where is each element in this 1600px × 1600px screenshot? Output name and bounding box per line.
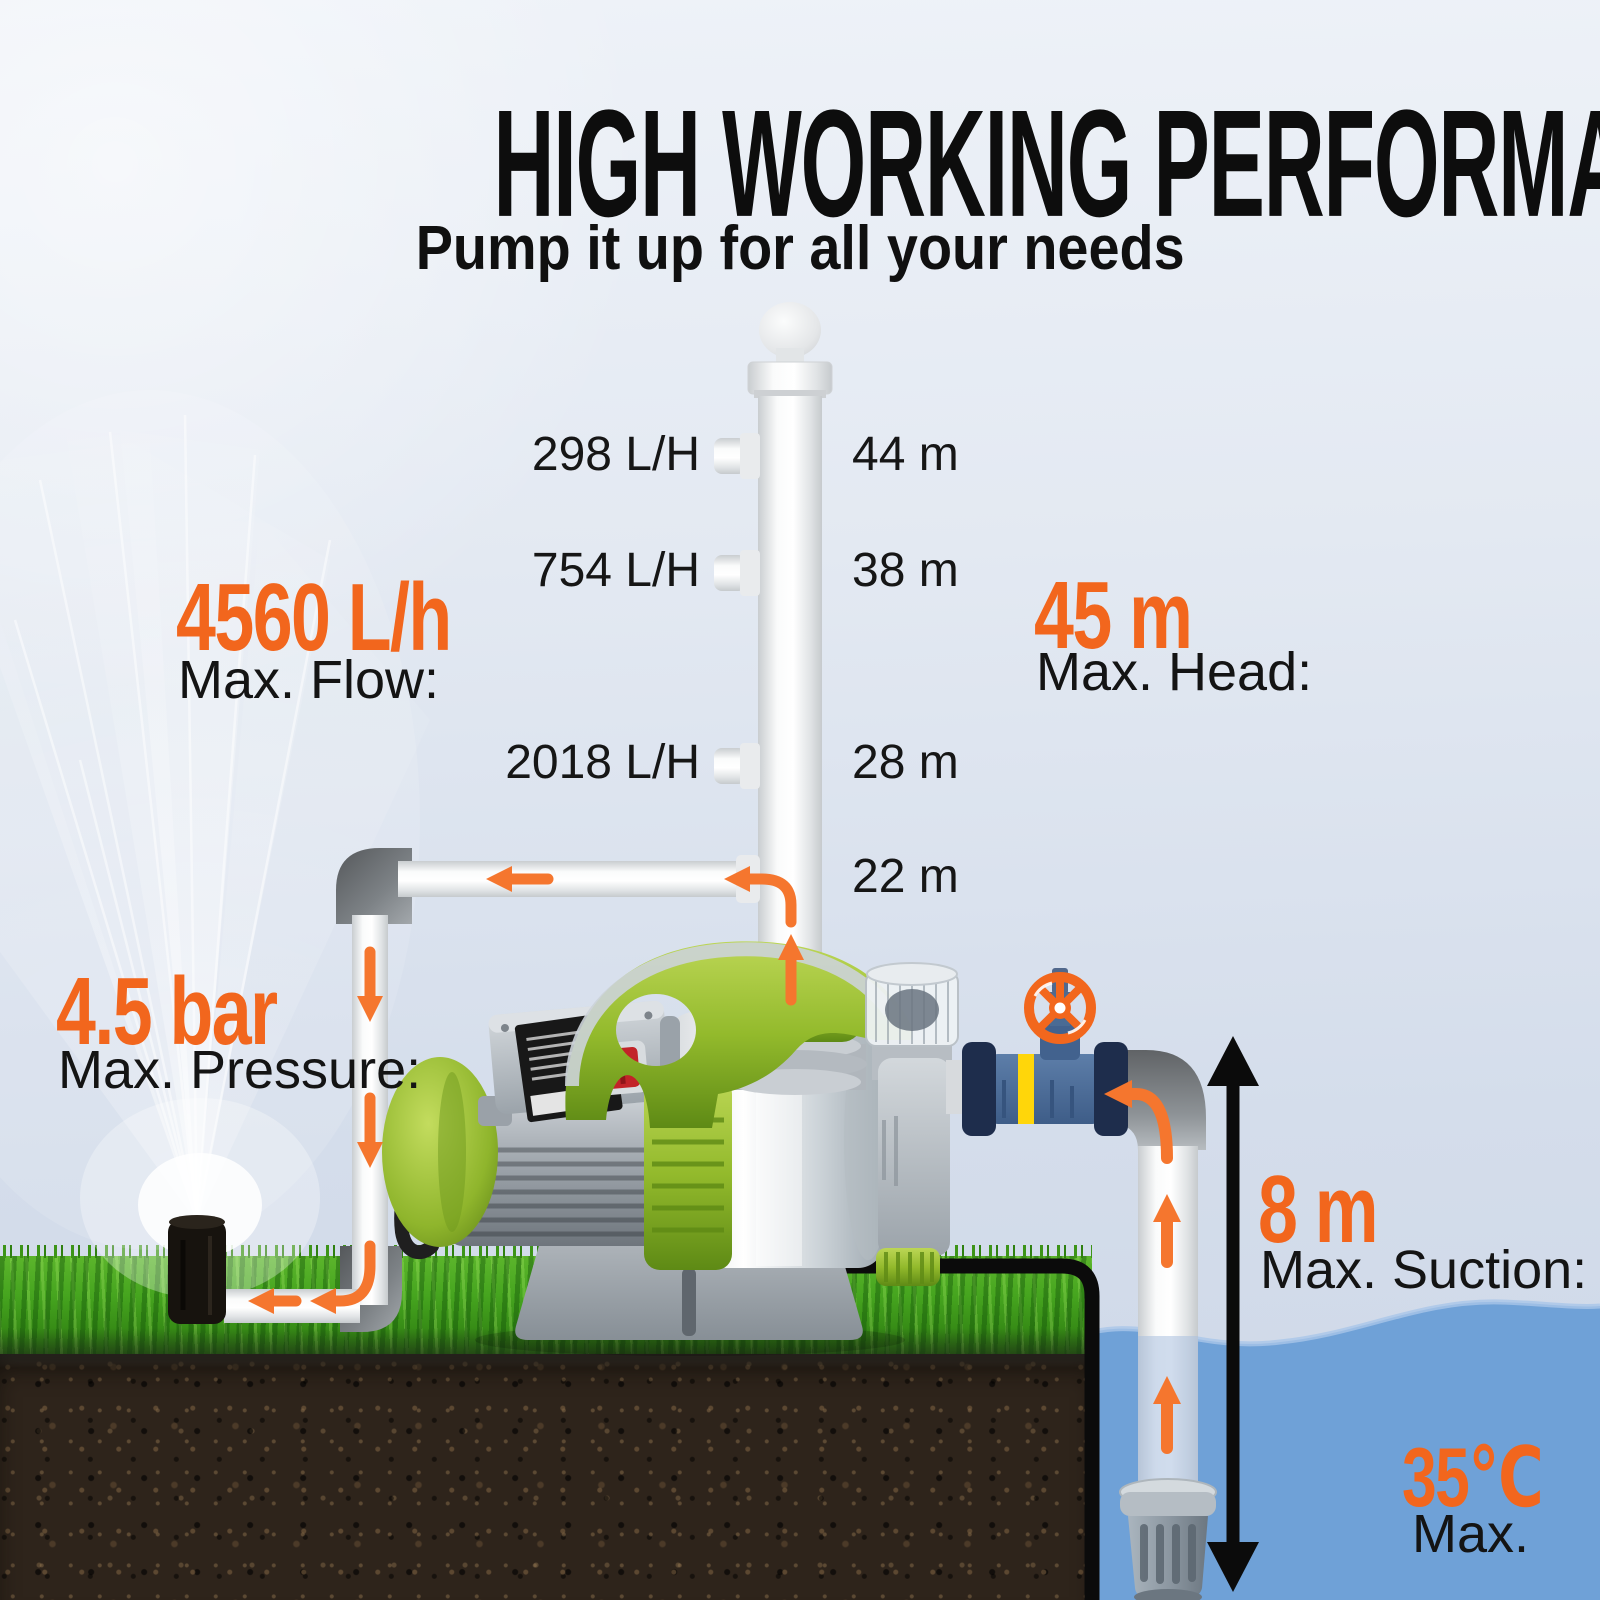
max-temperature-value: 35℃	[1402, 1430, 1544, 1524]
suction-elbow	[1118, 1050, 1206, 1150]
riser-outlet-nubs	[714, 433, 760, 789]
max-flow-value: 4560 L/h	[176, 564, 452, 671]
gate-valve	[946, 968, 1128, 1136]
marker-head-28m: 28 m	[852, 736, 959, 789]
valve-flange-right	[1094, 1042, 1128, 1136]
marker-head-22m: 22 m	[852, 850, 959, 903]
arrow-suction-up-1	[1153, 1194, 1181, 1268]
carry-handle	[565, 941, 913, 1128]
page-subtitle: Pump it up for all your needs	[0, 216, 1600, 281]
page-title: HIGH WORKING PERFORMANCE	[0, 84, 1600, 244]
max-pressure-value: 4.5 bar	[56, 958, 278, 1065]
marker-head-44m: 44 m	[852, 428, 959, 481]
valve-yellow-band	[1018, 1054, 1034, 1124]
max-head-value: 45 m	[1034, 562, 1193, 669]
valve-flange-left	[962, 1042, 996, 1136]
suction-depth-arrow	[1207, 1036, 1259, 1592]
ground-outline	[838, 1258, 1100, 1600]
motor-body	[448, 1096, 664, 1246]
marker-flow-28m: 2018 L/H	[505, 736, 700, 789]
marker-flow-44m: 298 L/H	[531, 428, 700, 481]
arrow-downpipe-2	[357, 1092, 383, 1168]
sprinkler-head	[168, 1220, 226, 1324]
arrow-suction-curve	[1104, 1080, 1173, 1164]
marker-flow-38m: 754 L/H	[531, 544, 700, 597]
riser-ball-top	[759, 302, 821, 358]
pipe-elbow-22m	[336, 848, 412, 924]
arrow-suction-up-2	[1153, 1376, 1181, 1454]
arrow-riser-up	[778, 934, 804, 1006]
page-subtitle-text: Pump it up for all your needs	[415, 214, 1185, 283]
max-suction-value: 8 m	[1258, 1156, 1379, 1263]
page-title-text: HIGH WORKING PERFORMANCE	[493, 78, 1600, 249]
max-flow-label: Max. Flow:	[178, 650, 440, 710]
water-spray	[0, 390, 430, 1298]
riser-pipe	[714, 302, 833, 1010]
max-temperature-label: Max.	[1412, 1504, 1530, 1564]
flow-arrows	[248, 866, 1181, 1454]
valve-handwheel-icon	[1024, 972, 1096, 1044]
filter-housing	[865, 962, 959, 1286]
arrow-ground-curve	[310, 1240, 376, 1314]
arrow-ground-left	[248, 1288, 302, 1314]
max-suction-label: Max. Suction:	[1260, 1240, 1588, 1300]
arrow-branch-curve	[724, 866, 797, 928]
arrow-downpipe-1	[357, 946, 383, 1022]
max-pressure-label: Max. Pressure:	[58, 1040, 422, 1100]
max-head-label: Max. Head:	[1036, 642, 1313, 702]
jet-pump	[382, 941, 959, 1356]
arrow-branch-left	[486, 866, 554, 892]
foot-valve	[1119, 1478, 1217, 1600]
filter-clear-cap	[865, 962, 959, 1047]
soil-cross-section	[0, 1354, 1092, 1600]
marker-head-38m: 38 m	[852, 544, 959, 597]
